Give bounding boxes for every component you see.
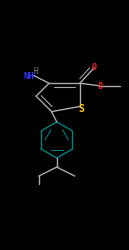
Text: O: O bbox=[98, 82, 102, 91]
Text: S: S bbox=[78, 103, 84, 113]
Text: O: O bbox=[92, 63, 97, 72]
Text: NH: NH bbox=[23, 72, 34, 81]
Text: H: H bbox=[33, 66, 38, 76]
